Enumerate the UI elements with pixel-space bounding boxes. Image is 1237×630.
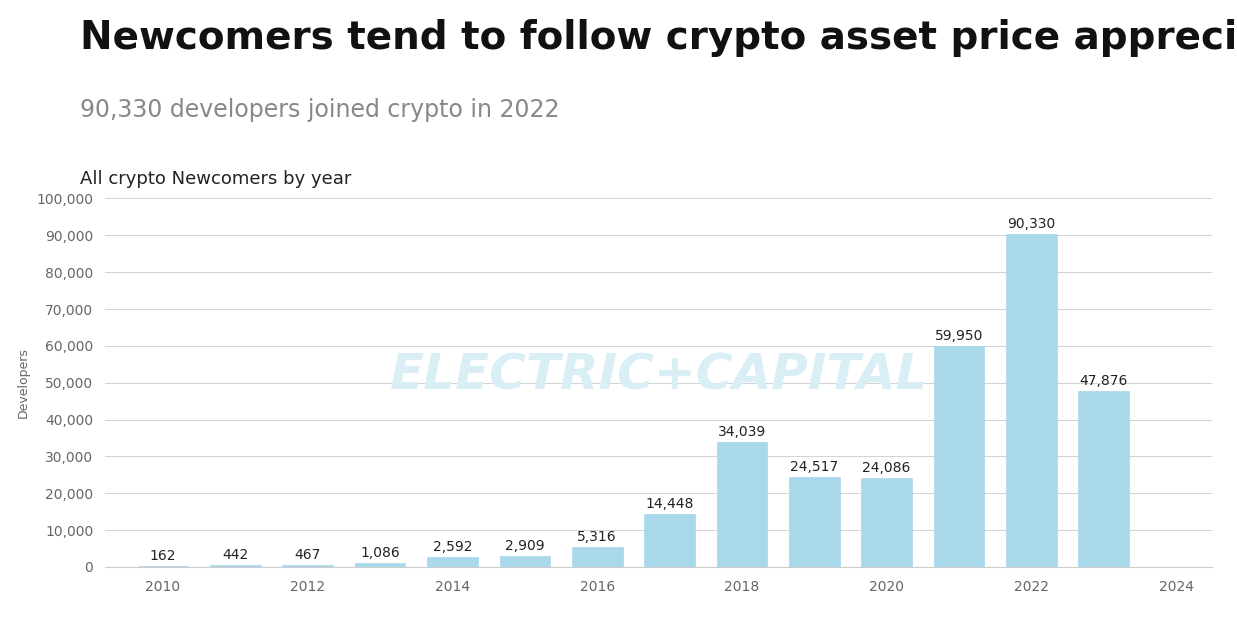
Bar xyxy=(934,346,985,567)
Text: 442: 442 xyxy=(223,549,249,563)
Text: 24,086: 24,086 xyxy=(862,461,910,475)
Bar xyxy=(789,477,840,567)
Text: 90,330 developers joined crypto in 2022: 90,330 developers joined crypto in 2022 xyxy=(80,98,560,122)
Text: 47,876: 47,876 xyxy=(1080,374,1128,387)
Text: 2,909: 2,909 xyxy=(505,539,544,553)
Bar xyxy=(716,442,767,567)
Bar xyxy=(571,547,622,567)
Bar xyxy=(1079,391,1129,567)
Text: All crypto Newcomers by year: All crypto Newcomers by year xyxy=(80,170,351,188)
Text: 162: 162 xyxy=(150,549,177,563)
Bar xyxy=(644,513,695,567)
Text: 24,517: 24,517 xyxy=(790,460,839,474)
Bar xyxy=(282,565,333,567)
Bar xyxy=(355,563,406,567)
Bar xyxy=(861,478,912,567)
Text: Newcomers tend to follow crypto asset price appreciation: Newcomers tend to follow crypto asset pr… xyxy=(80,19,1237,57)
Bar xyxy=(1006,234,1056,567)
Bar xyxy=(500,556,550,567)
Y-axis label: Developers: Developers xyxy=(16,347,30,418)
Text: 59,950: 59,950 xyxy=(935,329,983,343)
Text: 467: 467 xyxy=(294,548,320,563)
Text: 34,039: 34,039 xyxy=(717,425,766,438)
Bar xyxy=(210,565,261,567)
Text: 5,316: 5,316 xyxy=(578,530,617,544)
Text: 1,086: 1,086 xyxy=(360,546,400,560)
Bar xyxy=(427,558,477,567)
Text: 2,592: 2,592 xyxy=(433,541,473,554)
Text: 14,448: 14,448 xyxy=(646,497,694,511)
Text: 90,330: 90,330 xyxy=(1007,217,1055,231)
Text: ELECTRIC+CAPITAL: ELECTRIC+CAPITAL xyxy=(390,352,928,399)
